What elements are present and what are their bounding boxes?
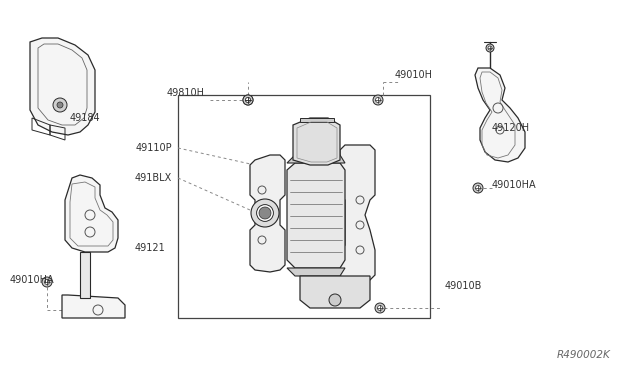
Circle shape <box>486 44 494 52</box>
Circle shape <box>246 97 250 103</box>
Circle shape <box>373 95 383 105</box>
Polygon shape <box>62 295 125 318</box>
Polygon shape <box>30 38 95 135</box>
Polygon shape <box>65 175 118 252</box>
Bar <box>178 95 430 318</box>
Circle shape <box>251 199 279 227</box>
Circle shape <box>45 279 49 285</box>
Polygon shape <box>287 163 345 268</box>
Circle shape <box>473 183 483 193</box>
Circle shape <box>329 294 341 306</box>
Text: 49121: 49121 <box>134 243 165 253</box>
Text: R490002K: R490002K <box>556 350 610 360</box>
Text: 491BLX: 491BLX <box>135 173 172 183</box>
Circle shape <box>243 95 253 105</box>
Polygon shape <box>340 145 375 285</box>
Polygon shape <box>475 68 525 162</box>
Circle shape <box>476 186 481 190</box>
Circle shape <box>42 277 52 287</box>
Circle shape <box>57 102 63 108</box>
Circle shape <box>246 97 250 103</box>
Polygon shape <box>287 155 345 163</box>
Polygon shape <box>293 118 340 165</box>
Polygon shape <box>300 118 334 122</box>
Circle shape <box>378 305 383 311</box>
Circle shape <box>375 303 385 313</box>
Circle shape <box>376 97 381 103</box>
Text: 49010B: 49010B <box>445 281 483 291</box>
Polygon shape <box>287 268 345 276</box>
Polygon shape <box>300 276 370 308</box>
Circle shape <box>243 95 253 105</box>
Text: 49010HA: 49010HA <box>492 180 536 190</box>
Text: 49010H: 49010H <box>395 70 433 80</box>
Polygon shape <box>80 252 90 298</box>
Text: 49110P: 49110P <box>136 143 172 153</box>
Circle shape <box>488 46 492 50</box>
Circle shape <box>257 205 273 221</box>
Circle shape <box>259 207 271 219</box>
Text: 49120H: 49120H <box>492 123 530 133</box>
Text: 49184: 49184 <box>69 113 100 123</box>
Circle shape <box>53 98 67 112</box>
Text: 49010HA: 49010HA <box>10 275 54 285</box>
Text: 49810H: 49810H <box>167 88 205 98</box>
Polygon shape <box>250 155 285 272</box>
